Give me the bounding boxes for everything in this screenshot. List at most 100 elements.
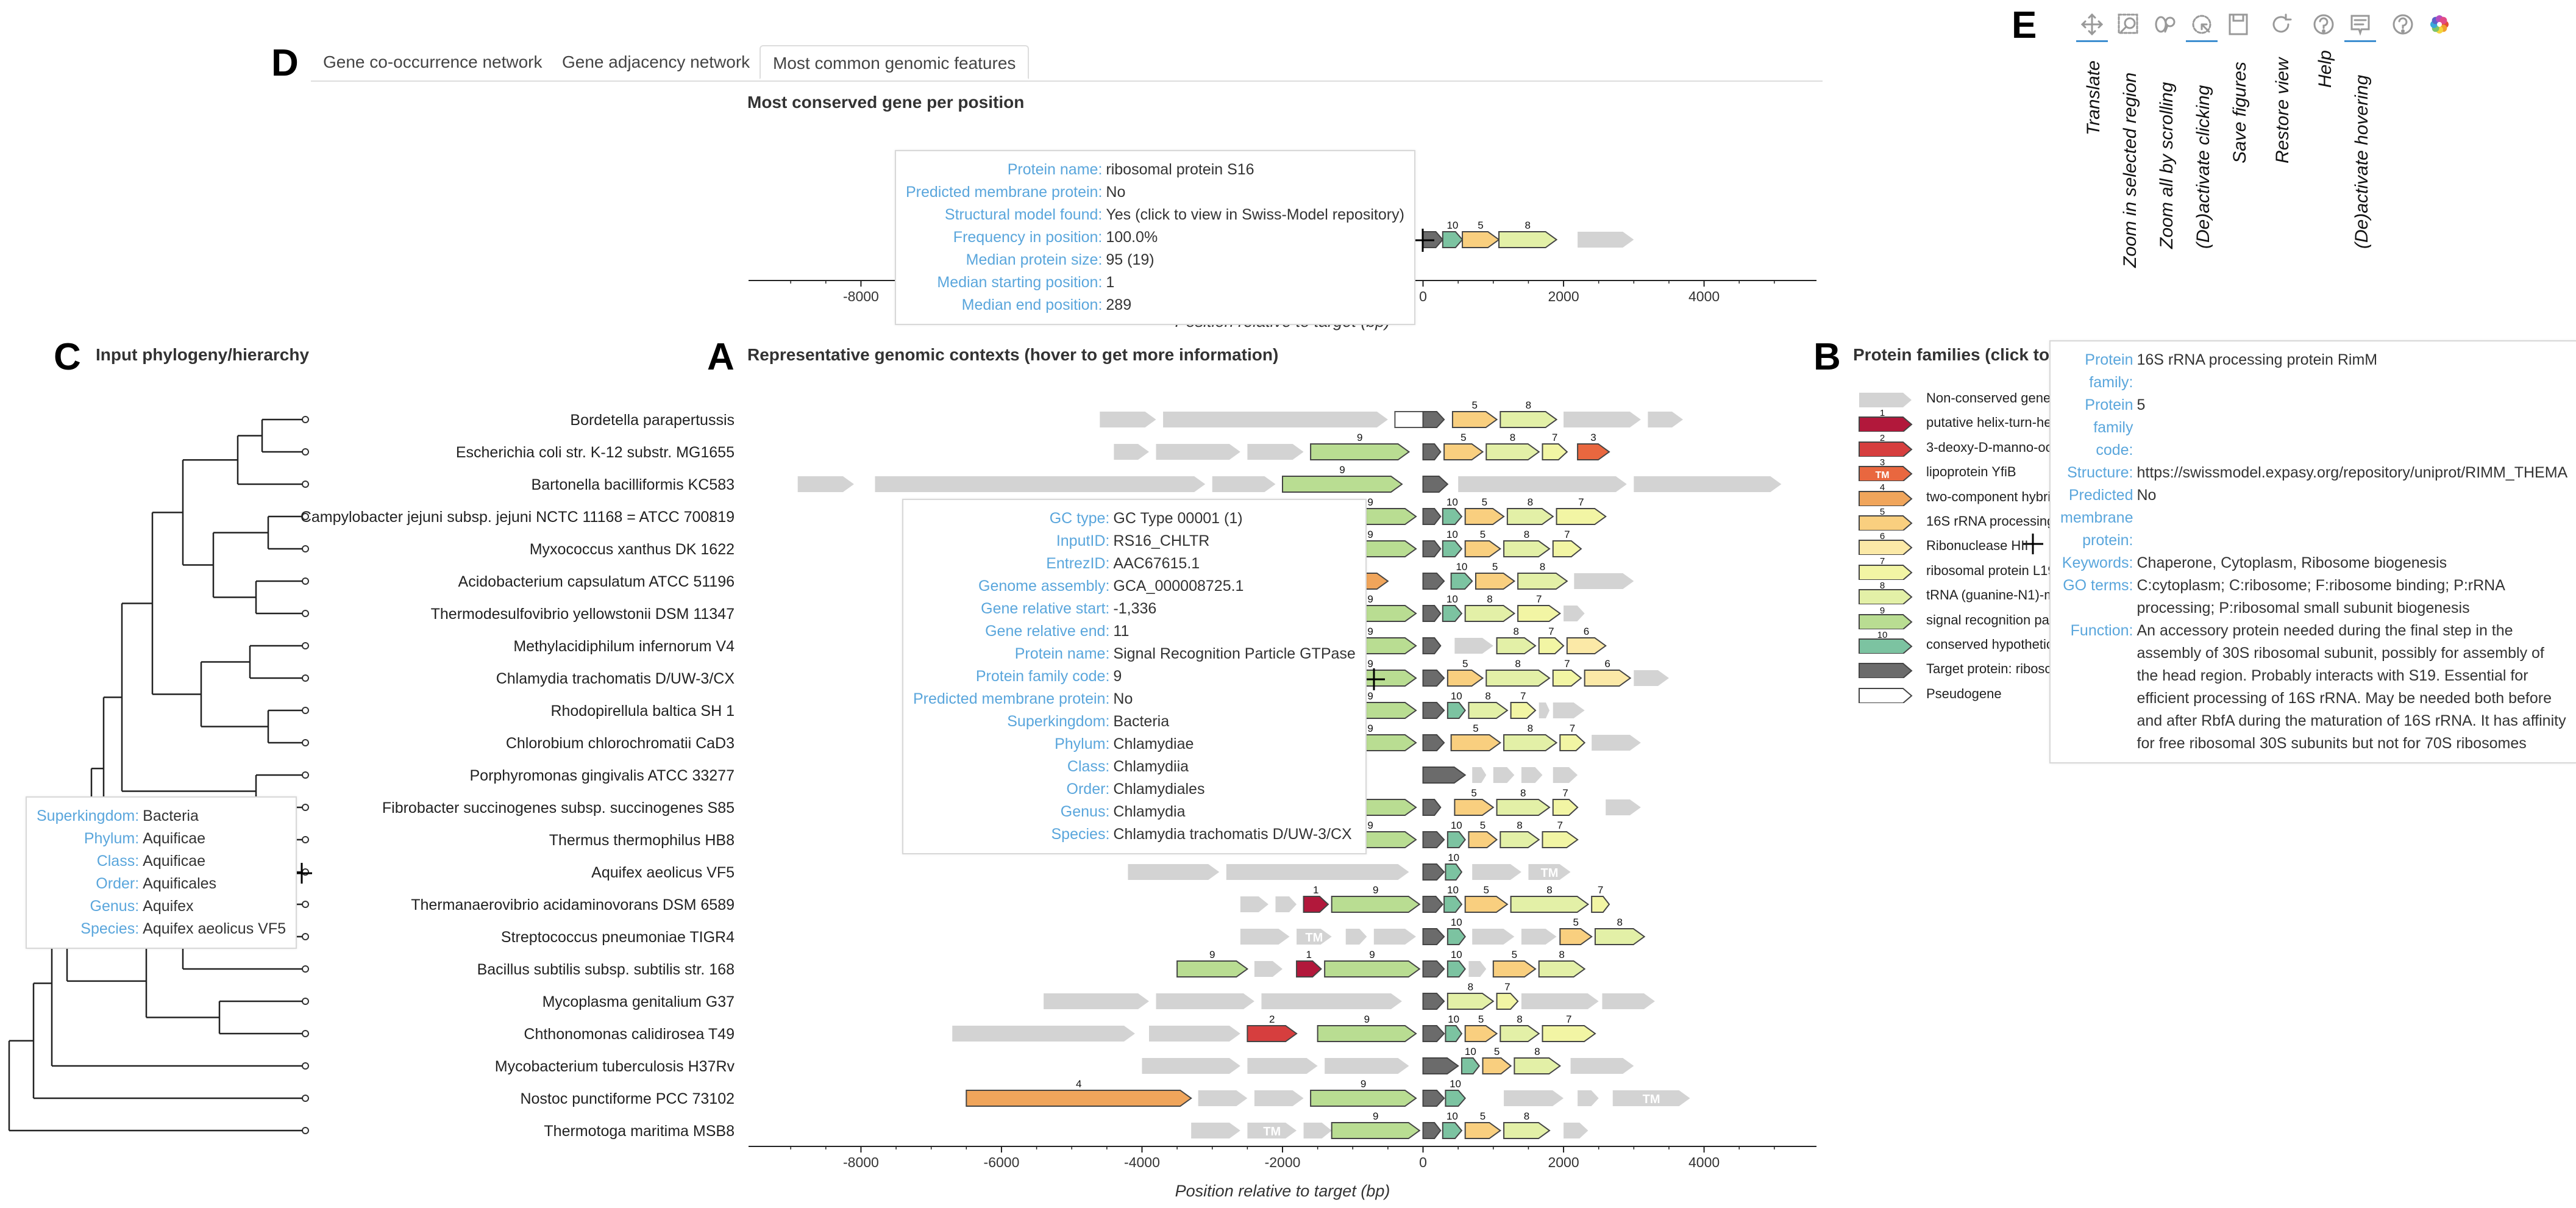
gene-arrow-5[interactable] <box>1468 831 1498 848</box>
gene-arrow-nc[interactable] <box>1472 929 1515 945</box>
gene-arrow-3[interactable] <box>1577 443 1610 460</box>
gene-arrow-target[interactable] <box>1422 637 1442 654</box>
tree-leaf-node[interactable] <box>302 1030 309 1037</box>
gene-arrow-nc[interactable] <box>1521 767 1543 783</box>
gene-arrow-target[interactable] <box>1422 1122 1442 1139</box>
box-zoom-icon[interactable] <box>2115 11 2142 38</box>
gene-arrow-8[interactable] <box>1503 1122 1551 1139</box>
tree-leaf-node[interactable] <box>302 739 309 746</box>
gene-arrow-nc[interactable] <box>875 476 1206 492</box>
tree-leaf-node[interactable] <box>302 448 309 456</box>
tree-leaf-node[interactable] <box>302 545 309 552</box>
gene-arrow-nc[interactable] <box>1564 606 1585 621</box>
gene-arrow-7[interactable] <box>1552 799 1579 816</box>
gene-arrow-nc[interactable] <box>1612 1090 1690 1106</box>
tree-leaf-node[interactable] <box>302 481 309 488</box>
tree-leaf-node[interactable] <box>302 674 309 682</box>
gene-arrow-7[interactable] <box>1542 1025 1596 1042</box>
gene-arrow-nc[interactable] <box>1539 702 1550 718</box>
gene-arrow-10[interactable] <box>1445 1025 1463 1042</box>
gene-arrow-target[interactable] <box>1422 896 1444 913</box>
bokeh-logo-icon[interactable] <box>2426 11 2453 38</box>
gene-arrow-7[interactable] <box>1556 508 1607 525</box>
gene-arrow-7[interactable] <box>1542 443 1568 460</box>
legend-item[interactable]: 7 ribosomal protein L19 <box>1858 558 2053 580</box>
gene-arrow-target[interactable] <box>1422 928 1445 945</box>
gene-arrow-target[interactable] <box>1422 476 1449 493</box>
gene-arrow-nc[interactable] <box>1247 444 1304 460</box>
gene-arrow-target[interactable] <box>1422 573 1445 590</box>
gene-arrow-5[interactable] <box>1462 231 1500 248</box>
gene-arrow-6[interactable] <box>1584 670 1632 687</box>
gene-arrow-10[interactable] <box>1446 928 1466 945</box>
gene-arrow-1[interactable] <box>1296 960 1322 977</box>
gene-arrow-nc[interactable] <box>1472 864 1521 880</box>
gene-arrow-8[interactable] <box>1485 443 1540 460</box>
gene-arrow-target[interactable] <box>1422 702 1445 719</box>
gene-arrow-10[interactable] <box>1442 231 1464 248</box>
tree-leaf-node[interactable] <box>302 1062 309 1070</box>
tree-leaf-node[interactable] <box>302 965 309 973</box>
gene-arrow-5[interactable] <box>1464 896 1509 913</box>
gene-arrow-nc[interactable] <box>1493 767 1515 783</box>
gene-arrow-nc[interactable] <box>1564 1123 1589 1138</box>
legend-item[interactable]: 3 TM lipoprotein YfiB <box>1858 459 2053 482</box>
gene-arrow-target[interactable] <box>1422 960 1445 977</box>
gene-arrow-10[interactable] <box>1446 960 1466 977</box>
gene-arrow-nc[interactable] <box>1226 864 1409 880</box>
legend-item[interactable]: Non-conserved gene <box>1858 385 2053 407</box>
gene-arrow-7[interactable] <box>1517 605 1561 622</box>
gene-arrow-nc[interactable] <box>1247 1058 1318 1074</box>
gene-arrow-nc[interactable] <box>1198 1090 1248 1106</box>
gene-arrow-nc[interactable] <box>1345 929 1367 945</box>
gene-arrow-7[interactable] <box>1552 670 1582 687</box>
gene-arrow-10[interactable] <box>1442 1122 1463 1139</box>
gene-arrow-8[interactable] <box>1500 831 1540 848</box>
tree-leaf-node[interactable] <box>302 1095 309 1102</box>
gene-arrow-nc[interactable] <box>1044 993 1149 1009</box>
gene-arrow-8[interactable] <box>1538 960 1586 977</box>
legend-item[interactable]: Target protein: ribosc <box>1858 656 2053 679</box>
gene-arrow-nc[interactable] <box>1261 993 1402 1009</box>
gene-arrow-9[interactable] <box>1176 960 1249 977</box>
gene-arrow-target[interactable] <box>1422 540 1442 557</box>
legend-item[interactable]: 5 16S rRNA processing <box>1858 509 2053 531</box>
gene-arrow-8[interactable] <box>1503 734 1558 751</box>
gene-arrow-nc[interactable] <box>1634 476 1782 492</box>
gene-arrow-nc[interactable] <box>1240 896 1268 912</box>
tree-leaf-node[interactable] <box>302 771 309 779</box>
gene-arrow-target[interactable] <box>1422 1057 1459 1074</box>
gene-arrow-nc[interactable] <box>1156 993 1254 1009</box>
gene-arrow-8[interactable] <box>1485 670 1551 687</box>
gene-arrow-nc[interactable] <box>1634 670 1669 686</box>
reset-icon[interactable] <box>2268 11 2294 38</box>
tree-leaf-node[interactable] <box>302 707 309 714</box>
gene-arrow-10[interactable] <box>1443 896 1463 913</box>
gene-arrow-nc[interactable] <box>1373 929 1416 945</box>
tab-genomic-features[interactable]: Most common genomic features <box>760 45 1030 79</box>
gene-arrow-nc[interactable] <box>1472 767 1487 783</box>
gene-arrow-10[interactable] <box>1446 702 1466 719</box>
gene-arrow-7[interactable] <box>1538 637 1565 654</box>
gene-arrow-5[interactable] <box>1464 540 1502 557</box>
gene-arrow-5[interactable] <box>1451 411 1498 428</box>
gene-arrow-7[interactable] <box>1552 540 1582 557</box>
legend-item[interactable]: Pseudogene <box>1858 681 2053 703</box>
gene-arrow-8[interactable] <box>1496 799 1551 816</box>
gene-arrow-8[interactable] <box>1503 540 1551 557</box>
gene-arrow-target[interactable] <box>1422 1090 1445 1107</box>
gene-arrow-7[interactable] <box>1542 831 1579 848</box>
gene-arrow-nc[interactable] <box>1114 444 1149 460</box>
gene-arrow-target[interactable] <box>1422 799 1442 816</box>
gene-arrow-5[interactable] <box>1446 670 1484 687</box>
gene-arrow-nc[interactable] <box>1212 476 1276 492</box>
gene-arrow-10[interactable] <box>1442 508 1463 525</box>
gene-arrow-5[interactable] <box>1454 799 1495 816</box>
gene-arrow-nc[interactable] <box>1156 444 1240 460</box>
gene-arrow-8[interactable] <box>1500 411 1558 428</box>
gene-arrow-8[interactable] <box>1464 605 1516 622</box>
gene-arrow-nc[interactable] <box>1602 993 1655 1009</box>
help-icon[interactable] <box>2310 11 2337 38</box>
gene-arrow-nc[interactable] <box>1553 702 1585 718</box>
gene-arrow-5[interactable] <box>1475 573 1516 590</box>
